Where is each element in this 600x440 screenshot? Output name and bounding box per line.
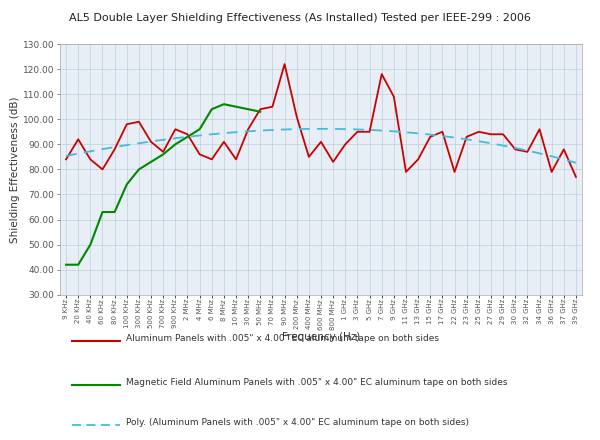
Text: AL5 Double Layer Shielding Effectiveness (As Installed) Tested per IEEE-299 : 20: AL5 Double Layer Shielding Effectiveness… (69, 13, 531, 23)
Text: Poly. (Aluminum Panels with .005" x 4.00" EC aluminum tape on both sides): Poly. (Aluminum Panels with .005" x 4.00… (126, 418, 469, 427)
Text: Aluminum Panels with .005" x 4.00" EC aluminum tape on both sides: Aluminum Panels with .005" x 4.00" EC al… (126, 334, 439, 343)
X-axis label: Frequency (Hz): Frequency (Hz) (282, 332, 360, 342)
Y-axis label: Shielding Effectiveness (dB): Shielding Effectiveness (dB) (10, 96, 20, 242)
Text: Magnetic Field Aluminum Panels with .005" x 4.00" EC aluminum tape on both sides: Magnetic Field Aluminum Panels with .005… (126, 378, 508, 387)
